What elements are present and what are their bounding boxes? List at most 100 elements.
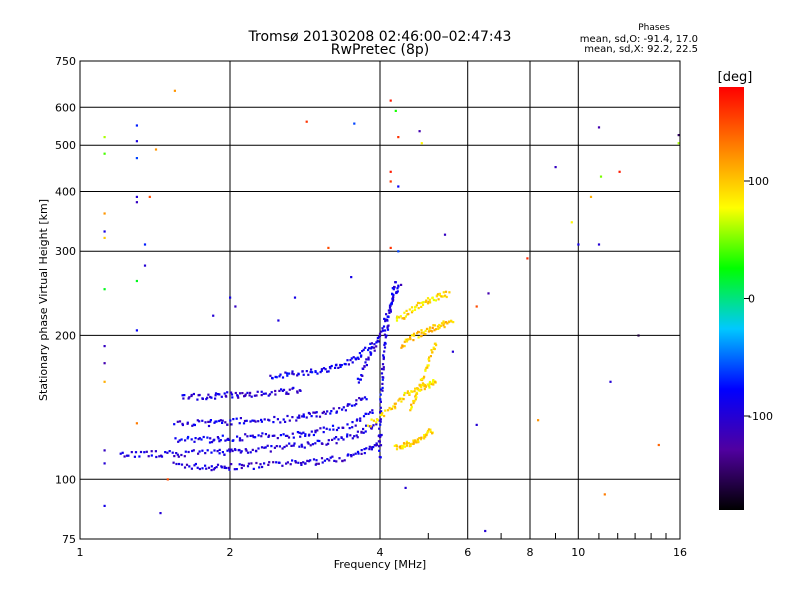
o-mode-echo [275,461,278,464]
o-mode-echo [378,419,381,422]
o-mode-echo [310,415,313,418]
x-mode-echo [429,430,432,433]
x-mode-echo [430,349,433,352]
x-mode-echo [435,294,439,297]
o-mode-echo [292,386,295,389]
x-mode-echo [411,390,414,393]
o-mode-echo [382,366,385,369]
o-mode-echo [258,466,261,469]
x-mode-echo [402,398,405,401]
scattered-echo [103,230,106,233]
scattered-echo [103,236,106,239]
o-mode-echo [260,394,263,397]
o-mode-echo [257,420,260,423]
o-mode-echo [304,433,307,436]
x-mode-echo [418,302,421,305]
o-mode-echo [235,468,238,471]
o-mode-echo [292,373,295,376]
o-mode-echo [387,324,390,327]
o-mode-echo [326,410,329,413]
o-mode-echo [260,390,263,393]
o-mode-echo [298,414,301,417]
o-mode-echo [296,374,299,377]
o-mode-echo [184,450,187,453]
o-mode-echo [198,420,201,423]
o-mode-echo [150,454,153,457]
o-mode-echo [307,460,311,463]
o-mode-echo [324,368,327,371]
o-mode-echo [223,466,226,469]
o-mode-echo [326,370,329,373]
scattered-echo [526,257,529,260]
scattered-echo [277,319,280,322]
o-mode-echo [314,429,317,432]
o-mode-echo [238,422,241,425]
y-axis-ticks: 75 100 200 300 400 500 600 750 [55,55,76,546]
o-mode-echo [207,424,211,428]
o-mode-echo [272,461,275,464]
o-mode-echo [383,317,386,320]
o-mode-echo [250,462,253,465]
x-mode-echo [425,299,428,302]
o-mode-echo [236,395,239,398]
x-mode-echo [434,328,437,331]
o-mode-echo [218,452,221,455]
o-mode-echo [279,421,282,424]
x-axis-ticks: 1 2 4 6 8 10 16 [77,533,687,559]
o-mode-echo [238,463,241,466]
x-mode-echo [423,385,426,388]
o-mode-echo [379,418,382,421]
scattered-echo [389,99,392,102]
x-mode-echo [410,403,413,406]
o-mode-echo [370,352,373,355]
o-mode-echo [305,416,308,419]
x-mode-echo [407,312,410,316]
o-mode-echo [337,438,340,441]
o-mode-echo [260,420,263,423]
scattered-echo [135,201,138,204]
o-mode-echo [206,436,209,439]
y-tick-label: 500 [55,139,76,152]
scattered-echo [135,140,138,143]
o-mode-echo [371,411,374,414]
o-mode-echo [393,285,396,289]
x-mode-echo [434,299,437,302]
o-mode-echo [214,392,218,395]
o-mode-echo [245,419,248,422]
o-mode-echo [194,437,197,440]
o-mode-echo [243,419,247,423]
o-mode-echo [279,434,282,437]
x-mode-echo [384,409,387,412]
o-mode-echo [138,455,141,458]
o-mode-echo [193,440,196,443]
x-mode-echo [411,309,414,312]
o-mode-echo [332,428,335,431]
x-mode-echo [420,388,423,391]
o-mode-echo [230,448,233,451]
x-mode-echo [412,441,415,444]
o-mode-echo [206,449,209,452]
x-mode-echo [391,407,394,410]
o-mode-echo [360,452,363,455]
o-mode-echo [274,389,277,393]
x-mode-echo [427,300,430,303]
o-mode-echo [342,406,345,409]
x-mode-echo [420,329,423,332]
o-mode-echo [215,466,218,469]
o-mode-echo [176,420,179,423]
o-mode-echo [178,462,181,466]
scattered-echo [135,329,138,332]
x-mode-echo [431,330,434,333]
o-mode-echo [361,374,364,377]
x-mode-echo [422,377,425,380]
o-mode-echo [383,350,386,353]
o-mode-echo [361,367,364,370]
scattered-echo [148,195,151,198]
o-mode-echo [267,435,270,438]
x-mode-echo [405,340,409,343]
x-mode-echo [447,321,450,324]
o-mode-echo [263,446,266,449]
o-mode-echo [268,393,272,396]
x-mode-echo [426,297,430,300]
x-mode-echo [380,413,383,416]
